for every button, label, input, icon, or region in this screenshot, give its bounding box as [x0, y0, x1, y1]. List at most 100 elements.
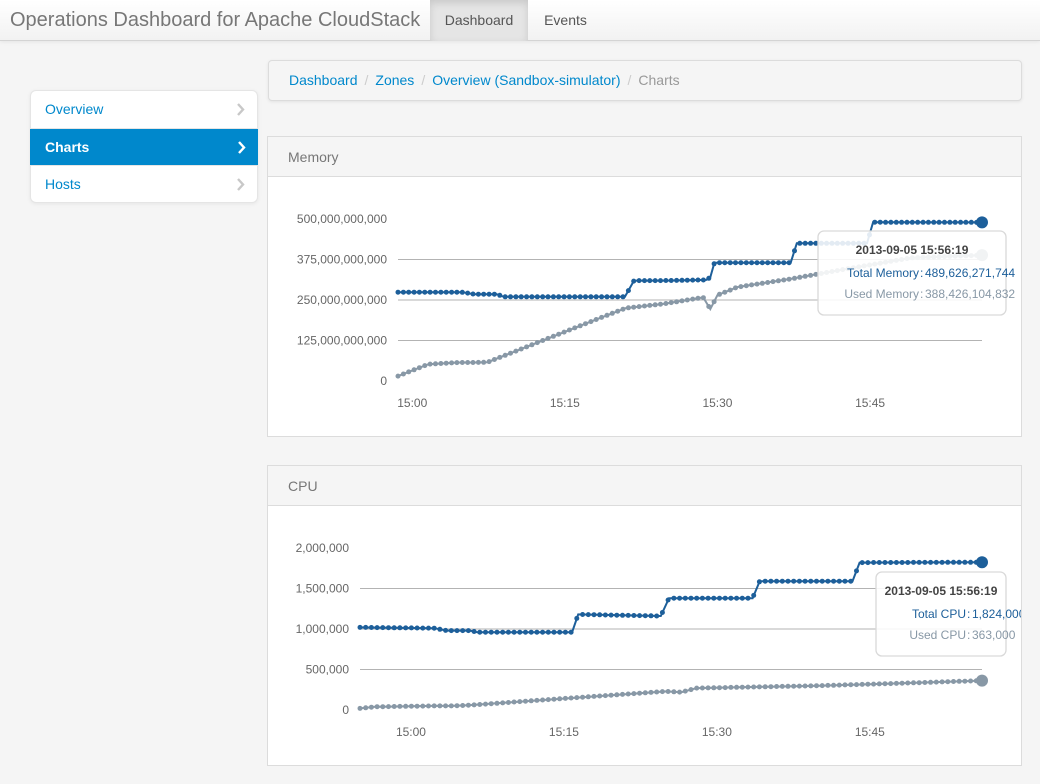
data-point[interactable]	[497, 354, 503, 360]
data-point[interactable]	[727, 287, 733, 293]
data-point[interactable]	[411, 289, 417, 295]
data-point[interactable]	[395, 373, 401, 379]
data-point[interactable]	[470, 360, 476, 365]
data-point[interactable]	[486, 359, 492, 365]
data-point[interactable]	[677, 689, 683, 695]
data-point[interactable]	[956, 559, 962, 565]
data-point[interactable]	[637, 613, 643, 619]
data-point[interactable]	[427, 361, 433, 367]
data-point[interactable]	[491, 357, 497, 362]
data-point[interactable]	[491, 291, 497, 297]
data-point[interactable]	[765, 260, 771, 266]
data-point[interactable]	[454, 289, 460, 295]
data-point[interactable]	[583, 294, 588, 300]
data-point[interactable]	[883, 219, 889, 225]
data-point[interactable]	[608, 692, 614, 698]
data-point[interactable]	[688, 595, 694, 601]
data-point[interactable]	[947, 219, 953, 225]
data-point[interactable]	[859, 681, 865, 687]
data-point[interactable]	[939, 559, 945, 565]
data-point[interactable]	[774, 578, 780, 584]
data-point[interactable]	[602, 693, 608, 699]
data-point[interactable]	[604, 294, 610, 300]
data-point[interactable]	[426, 625, 431, 631]
data-point[interactable]	[534, 294, 540, 300]
data-point[interactable]	[481, 359, 487, 365]
data-point[interactable]	[511, 629, 517, 635]
data-point[interactable]	[808, 240, 814, 246]
data-point[interactable]	[928, 559, 934, 565]
data-point[interactable]	[658, 278, 663, 284]
data-point[interactable]	[916, 559, 922, 565]
data-point[interactable]	[513, 294, 519, 300]
data-point[interactable]	[443, 627, 449, 633]
data-point[interactable]	[511, 699, 517, 705]
data-point[interactable]	[759, 260, 765, 266]
data-point[interactable]	[768, 684, 774, 690]
data-point[interactable]	[550, 294, 556, 300]
data-point[interactable]	[859, 560, 865, 566]
data-point[interactable]	[534, 697, 540, 703]
data-point[interactable]	[540, 697, 546, 703]
data-point[interactable]	[545, 294, 551, 300]
data-point[interactable]	[420, 703, 426, 709]
data-point[interactable]	[888, 681, 894, 687]
data-point[interactable]	[416, 289, 422, 295]
data-point[interactable]	[659, 689, 665, 695]
data-point[interactable]	[475, 291, 481, 297]
data-point[interactable]	[391, 704, 397, 709]
data-point[interactable]	[406, 369, 412, 375]
data-point[interactable]	[962, 678, 968, 684]
data-point[interactable]	[928, 679, 934, 685]
data-point[interactable]	[785, 683, 791, 689]
data-point[interactable]	[717, 595, 722, 601]
data-point[interactable]	[677, 595, 683, 601]
data-point[interactable]	[848, 682, 854, 688]
data-point[interactable]	[682, 595, 688, 601]
data-point[interactable]	[386, 704, 391, 710]
data-point[interactable]	[688, 687, 694, 693]
data-point[interactable]	[933, 679, 939, 685]
data-point[interactable]	[438, 289, 444, 295]
data-point[interactable]	[711, 299, 717, 305]
data-point[interactable]	[588, 294, 594, 300]
data-point[interactable]	[631, 304, 637, 310]
data-point[interactable]	[459, 289, 465, 295]
data-point[interactable]	[500, 700, 506, 706]
data-point[interactable]	[665, 689, 671, 694]
data-point[interactable]	[465, 628, 471, 634]
data-point[interactable]	[459, 360, 465, 365]
data-point[interactable]	[540, 338, 546, 343]
data-point[interactable]	[454, 360, 460, 366]
data-point[interactable]	[668, 278, 674, 283]
data-point[interactable]	[768, 578, 774, 584]
data-point[interactable]	[905, 680, 911, 686]
data-point[interactable]	[528, 698, 534, 704]
data-point[interactable]	[705, 595, 711, 601]
data-point[interactable]	[642, 690, 648, 696]
data-point[interactable]	[786, 260, 792, 266]
data-point[interactable]	[779, 578, 785, 584]
data-point[interactable]	[471, 629, 477, 634]
data-point[interactable]	[865, 681, 871, 687]
sidebar-item-charts[interactable]: Charts	[30, 128, 258, 165]
data-point[interactable]	[505, 629, 511, 635]
data-point[interactable]	[614, 612, 620, 618]
data-point[interactable]	[745, 684, 751, 690]
data-point[interactable]	[395, 289, 401, 295]
tab-dashboard[interactable]: Dashboard	[430, 0, 528, 41]
data-point[interactable]	[770, 260, 776, 266]
data-point[interactable]	[899, 680, 905, 686]
data-point[interactable]	[403, 625, 409, 631]
data-point[interactable]	[756, 579, 762, 585]
data-point[interactable]	[904, 219, 910, 225]
data-point[interactable]	[357, 624, 363, 630]
data-point[interactable]	[648, 613, 654, 619]
data-point[interactable]	[706, 275, 712, 281]
data-point[interactable]	[481, 291, 487, 297]
data-point[interactable]	[765, 280, 771, 285]
data-point[interactable]	[625, 612, 631, 618]
data-point[interactable]	[813, 271, 819, 277]
data-point[interactable]	[684, 297, 690, 303]
data-point[interactable]	[939, 679, 945, 685]
